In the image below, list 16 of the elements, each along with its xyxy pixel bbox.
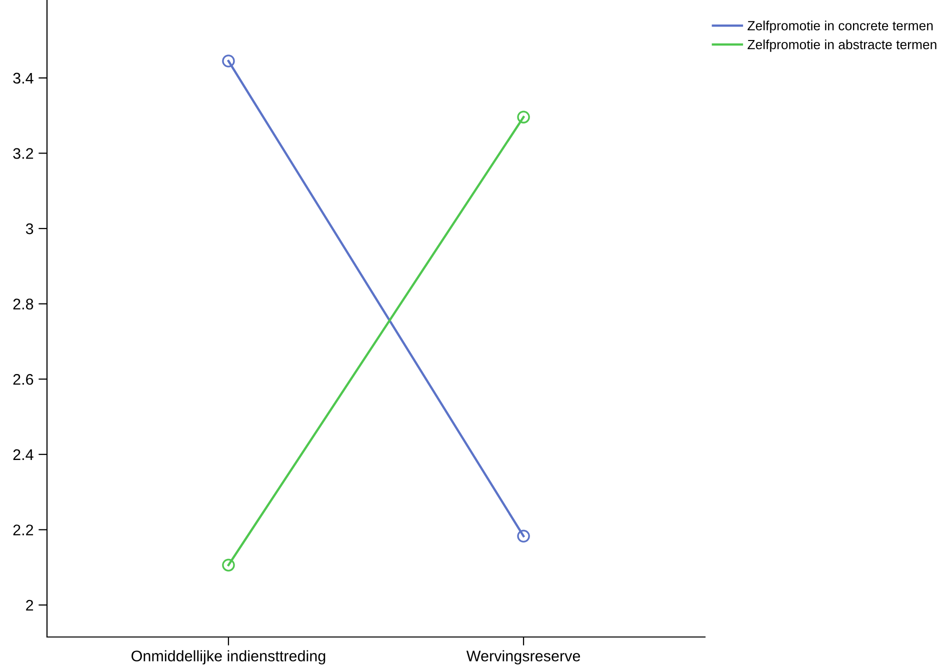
y-tick-label: 2.8: [13, 298, 34, 310]
x-tick-label: Onmiddellijke indiensttreding: [132, 650, 326, 664]
legend-label: Zelfpromotie in concrete termen: [748, 20, 933, 33]
y-tick-label: 2.2: [13, 524, 34, 536]
y-tick-label: 3.4: [13, 72, 34, 84]
y-tick-label: 3: [26, 223, 34, 234]
y-tick-label: 3.2: [13, 148, 34, 159]
x-tick-label: Wervingsreserve: [466, 650, 580, 664]
y-tick-label: 2.6: [13, 374, 34, 385]
point: [517, 110, 530, 124]
point: [517, 530, 530, 542]
y-tick-label: 2: [26, 600, 34, 611]
y-tick-label: 2.4: [13, 449, 34, 460]
point: [222, 54, 235, 68]
legend-label: Zelfpromotie in abstracte termen: [748, 40, 936, 52]
point: [222, 558, 235, 572]
